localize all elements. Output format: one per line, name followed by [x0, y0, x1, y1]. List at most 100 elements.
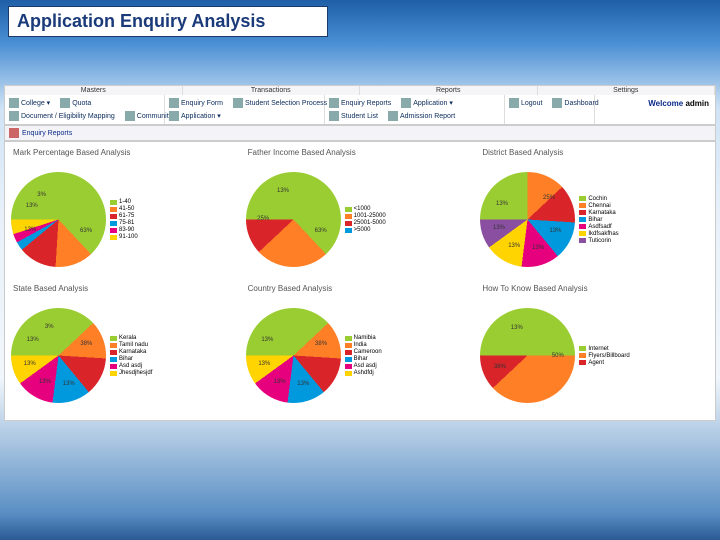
menu-icon: [169, 111, 179, 121]
legend-swatch: [110, 214, 117, 219]
menu-item-label: College ▾: [21, 99, 50, 107]
legend-label: Ikdfsakfhas: [588, 231, 618, 237]
menu-item-label: Dashboard: [564, 100, 598, 107]
legend-label: Bihar: [119, 356, 133, 362]
legend-item: Ikdfsakfhas: [579, 231, 618, 237]
pie-chart: 63%13%13%3%: [11, 172, 106, 267]
pie-chart: 38%13%13%13%13%3%: [11, 308, 106, 403]
menu-icon: [552, 98, 562, 108]
legend-item: Internet: [579, 346, 629, 352]
breadcrumb: Enquiry Reports: [4, 125, 716, 141]
menu-item[interactable]: Quota: [58, 97, 93, 109]
menu-item[interactable]: Enquiry Form: [167, 97, 225, 109]
slice-label: 13%: [496, 201, 508, 207]
slice-label: 50%: [552, 353, 564, 359]
legend-label: Tamil nadu: [119, 342, 148, 348]
legend-item: Ashdfdj: [345, 370, 382, 376]
menu-item[interactable]: Application ▾: [167, 110, 223, 122]
legend-item: Cameroon: [345, 349, 382, 355]
legend-item: Bihar: [579, 217, 618, 223]
chart-legend: CochinChennaiKarnatakaBiharAsdfsadfIkdfs…: [579, 196, 618, 244]
legend-item: Karnataka: [579, 210, 618, 216]
chart-legend: InternetFlyers/BillboardAgent: [579, 346, 629, 366]
menu-item[interactable]: College ▾: [7, 97, 52, 109]
menu-item[interactable]: Student Selection Process ▾: [231, 97, 335, 109]
menu-header-masters: Masters: [5, 86, 183, 95]
chart-title: State Based Analysis: [9, 282, 242, 295]
menu-item-label: Application ▾: [181, 112, 221, 120]
legend-swatch: [110, 371, 117, 376]
legend-label: Karnataka: [588, 210, 615, 216]
legend-item: 1-40: [110, 199, 138, 205]
slice-label: 38%: [80, 341, 92, 347]
legend-label: >5000: [354, 227, 371, 233]
menu-item[interactable]: Admission Report: [386, 110, 457, 122]
legend-label: 75-81: [119, 220, 134, 226]
menu-col-reports: Enquiry Reports Application ▾ Student List…: [325, 95, 505, 124]
menu-icon: [401, 98, 411, 108]
menu-item[interactable]: Logout: [507, 97, 544, 109]
slice-label: 13%: [508, 243, 520, 249]
menu-headers: Masters Transactions Reports Settings: [5, 86, 715, 95]
legend-label: Bihar: [354, 356, 368, 362]
legend-swatch: [345, 228, 352, 233]
legend-swatch: [345, 371, 352, 376]
legend-item: <1000: [345, 206, 386, 212]
legend-item: >5000: [345, 227, 386, 233]
legend-item: Bihar: [345, 356, 382, 362]
legend-swatch: [579, 196, 586, 201]
menu-item-label: Enquiry Form: [181, 100, 223, 107]
chart-body: 25%13%13%13%13%13%CochinChennaiKarnataka…: [478, 159, 711, 280]
legend-item: 25001-5000: [345, 220, 386, 226]
legend-label: 83-90: [119, 227, 134, 233]
welcome-prefix: Welcome: [648, 99, 685, 108]
menu-item[interactable]: Application ▾: [399, 97, 455, 109]
legend-swatch: [579, 353, 586, 358]
welcome-text: Welcome admin: [642, 95, 715, 124]
legend-item: India: [345, 342, 382, 348]
legend-label: Jhesdjhesjdf: [119, 370, 152, 376]
legend-item: 1001-25000: [345, 213, 386, 219]
legend-swatch: [579, 224, 586, 229]
legend-label: Agent: [588, 360, 604, 366]
slice-label: 25%: [257, 216, 269, 222]
menu-item[interactable]: Enquiry Reports: [327, 97, 393, 109]
legend-label: Cameroon: [354, 349, 382, 355]
slice-label: 13%: [511, 325, 523, 331]
chart-legend: KeralaTamil naduKarnatakaBiharAsd asdjJh…: [110, 335, 152, 376]
menu-icon: [388, 111, 398, 121]
legend-swatch: [579, 346, 586, 351]
chart-legend: NamibiaIndiaCameroonBiharAsd asdjAshdfdj: [345, 335, 382, 376]
chart-box: State Based Analysis38%13%13%13%13%3%Ker…: [9, 282, 242, 416]
page-title: Application Enquiry Analysis: [8, 6, 328, 37]
legend-item: Jhesdjhesjdf: [110, 370, 152, 376]
menu-icon: [233, 98, 243, 108]
legend-item: Flyers/Billboard: [579, 353, 629, 359]
legend-swatch: [110, 343, 117, 348]
legend-item: Asd asdj: [345, 363, 382, 369]
legend-item: Agent: [579, 360, 629, 366]
slice-label: 13%: [39, 379, 51, 385]
legend-label: Kerala: [119, 335, 136, 341]
menu-item[interactable]: Student List: [327, 110, 380, 122]
legend-label: Flyers/Billboard: [588, 353, 629, 359]
menu-icon: [169, 98, 179, 108]
legend-swatch: [345, 357, 352, 362]
legend-swatch: [110, 207, 117, 212]
chart-legend: <10001001-2500025001-5000>5000: [345, 206, 386, 233]
legend-label: Asdfsadf: [588, 224, 611, 230]
legend-swatch: [110, 364, 117, 369]
menu-item[interactable]: Document / Eligibility Mapping: [7, 110, 117, 122]
slice-label: 13%: [277, 188, 289, 194]
legend-item: Bihar: [110, 356, 152, 362]
legend-item: Tuticorin: [579, 238, 618, 244]
legend-swatch: [579, 238, 586, 243]
slice-label: 3%: [37, 192, 46, 198]
legend-label: 41-50: [119, 206, 134, 212]
menu-icon: [329, 98, 339, 108]
chart-box: District Based Analysis25%13%13%13%13%13…: [478, 146, 711, 280]
breadcrumb-label: Enquiry Reports: [22, 130, 72, 137]
menu-item[interactable]: Dashboard: [550, 97, 600, 109]
legend-label: Karnataka: [119, 349, 146, 355]
slice-label: 38%: [315, 341, 327, 347]
